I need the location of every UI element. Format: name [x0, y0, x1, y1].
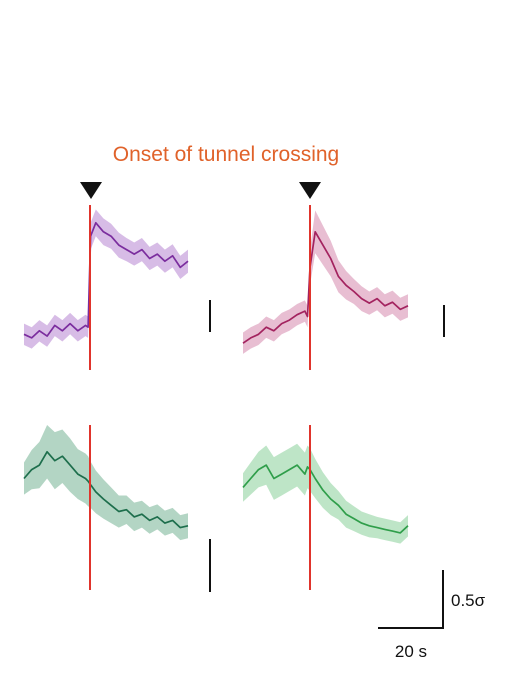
confidence-band-bottom-left	[24, 425, 188, 541]
onset-label: Onset of tunnel crossing	[113, 143, 339, 166]
time-scale-label: 20 s	[395, 642, 427, 661]
trace-panels	[23, 205, 409, 590]
amplitude-time-scale-bar	[378, 570, 444, 629]
confidence-band-top-left	[24, 209, 188, 349]
mean-trace-top-left	[23, 221, 189, 339]
amplitude-scale-label: 0.5σ	[451, 591, 486, 610]
mean-trace-top-right	[242, 230, 409, 344]
mean-trace-bottom-right	[242, 464, 409, 534]
onset-marker-left	[80, 182, 102, 199]
onset-marker-right	[299, 182, 321, 199]
mean-trace-bottom-left	[23, 450, 189, 529]
confidence-band-top-right	[243, 210, 408, 354]
